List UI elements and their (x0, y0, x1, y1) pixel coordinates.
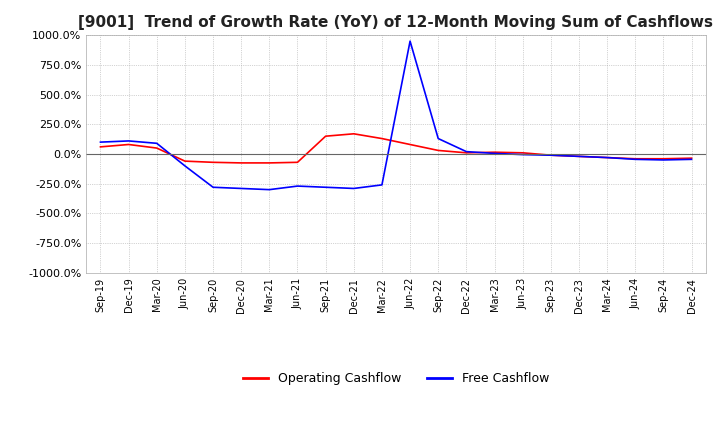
Free Cashflow (349, 186, 358, 191)
Free Cashflow (687, 157, 696, 162)
Operating Cashflow (321, 133, 330, 139)
Operating Cashflow (518, 150, 527, 155)
Free Cashflow (237, 186, 246, 191)
Operating Cashflow (96, 144, 105, 150)
Operating Cashflow (181, 158, 189, 164)
Free Cashflow (406, 38, 415, 44)
Operating Cashflow (462, 150, 471, 155)
Operating Cashflow (575, 154, 583, 159)
Free Cashflow (209, 185, 217, 190)
Free Cashflow (153, 141, 161, 146)
Operating Cashflow (687, 155, 696, 161)
Free Cashflow (546, 153, 555, 158)
Legend: Operating Cashflow, Free Cashflow: Operating Cashflow, Free Cashflow (238, 367, 554, 390)
Free Cashflow (434, 136, 443, 141)
Free Cashflow (181, 163, 189, 169)
Operating Cashflow (659, 156, 667, 161)
Operating Cashflow (265, 160, 274, 165)
Operating Cashflow (349, 131, 358, 136)
Free Cashflow (321, 185, 330, 190)
Free Cashflow (603, 155, 611, 160)
Free Cashflow (631, 157, 639, 162)
Free Cashflow (659, 157, 667, 162)
Operating Cashflow (631, 156, 639, 161)
Line: Free Cashflow: Free Cashflow (101, 41, 691, 190)
Line: Operating Cashflow: Operating Cashflow (101, 134, 691, 163)
Operating Cashflow (603, 155, 611, 160)
Operating Cashflow (237, 160, 246, 165)
Operating Cashflow (153, 145, 161, 150)
Free Cashflow (96, 139, 105, 145)
Operating Cashflow (377, 136, 386, 141)
Free Cashflow (265, 187, 274, 192)
Free Cashflow (462, 149, 471, 154)
Free Cashflow (293, 183, 302, 189)
Operating Cashflow (434, 148, 443, 153)
Operating Cashflow (546, 153, 555, 158)
Operating Cashflow (125, 142, 133, 147)
Operating Cashflow (293, 160, 302, 165)
Free Cashflow (377, 182, 386, 187)
Operating Cashflow (490, 150, 499, 155)
Operating Cashflow (209, 160, 217, 165)
Free Cashflow (125, 138, 133, 143)
Title: [9001]  Trend of Growth Rate (YoY) of 12-Month Moving Sum of Cashflows: [9001] Trend of Growth Rate (YoY) of 12-… (78, 15, 714, 30)
Free Cashflow (490, 151, 499, 156)
Free Cashflow (575, 154, 583, 159)
Operating Cashflow (406, 142, 415, 147)
Free Cashflow (518, 152, 527, 157)
